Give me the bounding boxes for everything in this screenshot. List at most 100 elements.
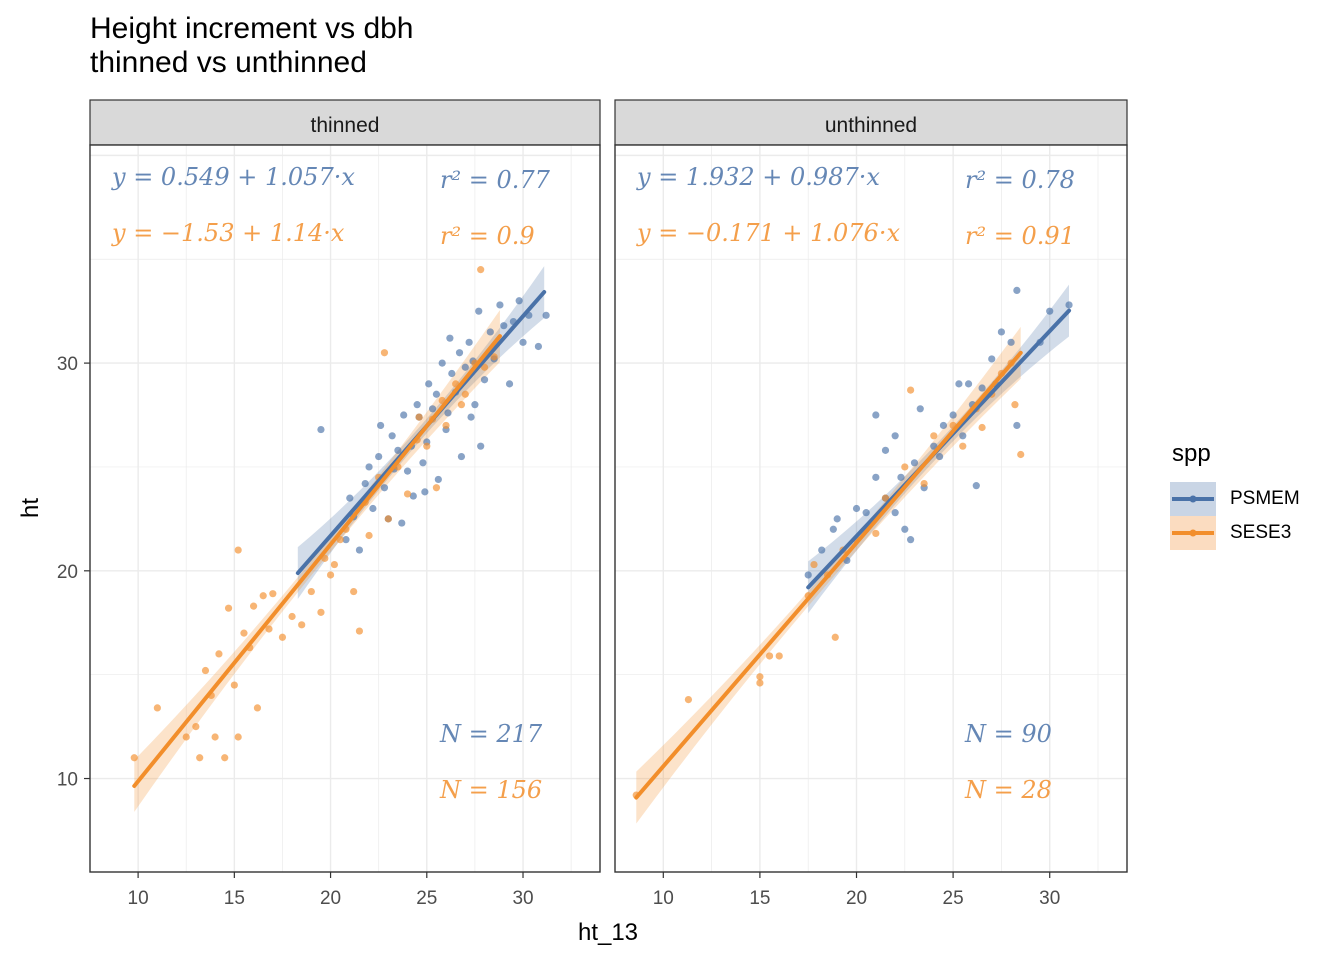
data-point-psmem xyxy=(421,488,429,496)
y-tick-label: 30 xyxy=(57,354,78,375)
data-point-sese3 xyxy=(765,652,774,660)
data-point-psmem xyxy=(471,401,479,409)
data-point-sese3 xyxy=(380,349,389,357)
data-point-sese3 xyxy=(330,560,339,569)
data-point-sese3 xyxy=(249,602,258,610)
strip-label-thinned: thinned xyxy=(311,114,380,137)
legend-point-sese3 xyxy=(1189,529,1197,537)
r2-label-sese3: r² = 0.9 xyxy=(440,222,535,250)
data-point-sese3 xyxy=(810,560,818,569)
data-point-sese3 xyxy=(480,363,489,371)
data-point-psmem xyxy=(872,411,880,419)
x-tick-label: 30 xyxy=(1039,888,1060,909)
data-point-psmem xyxy=(939,421,948,430)
data-point-psmem xyxy=(428,405,437,413)
data-point-sese3 xyxy=(278,633,287,641)
data-point-psmem xyxy=(446,334,454,342)
data-point-sese3 xyxy=(432,484,441,492)
data-point-psmem xyxy=(438,359,446,367)
y-tick-label: 20 xyxy=(57,562,78,583)
data-point-psmem xyxy=(403,467,412,475)
data-point-sese3 xyxy=(1011,401,1019,409)
data-point-psmem xyxy=(872,473,880,481)
legend: spp PSMEM SESE3 xyxy=(1170,440,1300,550)
data-point-sese3 xyxy=(831,633,839,641)
data-point-psmem xyxy=(505,380,514,388)
data-point-psmem xyxy=(461,363,469,371)
data-point-sese3 xyxy=(775,652,783,660)
data-point-psmem xyxy=(448,369,456,378)
data-point-sese3 xyxy=(684,695,693,704)
data-point-psmem xyxy=(881,446,890,454)
legend-key-psmem xyxy=(1170,482,1216,516)
data-point-sese3 xyxy=(234,733,242,741)
data-point-psmem xyxy=(833,515,841,523)
data-point-sese3 xyxy=(153,704,161,712)
equation-label-psmem: y = 1.932 + 0.987·x xyxy=(636,163,880,191)
data-point-psmem xyxy=(930,442,938,450)
legend-item-sese3: SESE3 xyxy=(1170,516,1300,550)
data-point-psmem xyxy=(432,390,441,398)
legend-key-sese3 xyxy=(1170,516,1216,550)
data-point-sese3 xyxy=(355,627,364,635)
x-tick-label: 25 xyxy=(416,888,437,909)
fit-line-sese3 xyxy=(634,350,1023,800)
data-point-sese3 xyxy=(756,673,764,681)
panel-background xyxy=(90,145,600,872)
data-point-sese3 xyxy=(477,266,485,274)
data-point-sese3 xyxy=(288,612,296,621)
data-point-psmem xyxy=(457,452,466,461)
data-point-sese3 xyxy=(881,494,890,502)
data-point-psmem xyxy=(515,297,523,305)
data-point-sese3 xyxy=(442,421,450,430)
data-point-sese3 xyxy=(269,590,277,598)
data-point-psmem xyxy=(542,311,550,319)
data-point-psmem xyxy=(355,546,364,554)
data-point-sese3 xyxy=(350,587,358,596)
r2-label-sese3: r² = 0.91 xyxy=(965,222,1075,250)
data-point-psmem xyxy=(972,482,980,490)
data-point-psmem xyxy=(361,479,369,488)
x-axis-title: ht_13 xyxy=(578,919,638,946)
data-point-psmem xyxy=(419,459,427,467)
data-point-psmem xyxy=(916,405,924,413)
data-point-sese3 xyxy=(221,754,229,762)
data-point-sese3 xyxy=(959,442,967,450)
data-point-psmem xyxy=(434,475,442,484)
legend-label-sese3: SESE3 xyxy=(1230,522,1292,543)
x-tick-label: 25 xyxy=(943,888,964,909)
chart-title: Height increment vs dbh thinned vs unthi… xyxy=(90,12,414,80)
data-point-psmem xyxy=(477,442,485,450)
data-point-psmem xyxy=(467,413,475,421)
equation-label-psmem: y = 0.549 + 1.057·x xyxy=(111,163,355,191)
data-point-psmem xyxy=(818,546,826,554)
data-point-sese3 xyxy=(192,723,200,731)
data-point-psmem xyxy=(394,446,402,454)
data-point-psmem xyxy=(959,432,967,440)
data-point-psmem xyxy=(910,459,919,467)
data-point-psmem xyxy=(380,484,389,492)
data-point-sese3 xyxy=(298,621,306,629)
data-point-psmem xyxy=(907,536,915,544)
data-point-sese3 xyxy=(490,353,498,361)
strip-unthinned xyxy=(614,99,1128,146)
data-point-sese3 xyxy=(259,592,267,600)
data-point-sese3 xyxy=(978,423,986,432)
equation-label-sese3: y = −0.171 + 1.076·x xyxy=(636,219,900,247)
data-point-psmem xyxy=(365,463,373,471)
x-tick-label: 10 xyxy=(128,888,149,909)
r2-label-psmem: r² = 0.77 xyxy=(440,166,551,194)
data-point-sese3 xyxy=(234,546,242,554)
x-tick-label: 20 xyxy=(320,888,341,909)
data-point-psmem xyxy=(1065,301,1073,309)
equation-label-sese3: y = −1.53 + 1.14·x xyxy=(111,219,345,247)
data-point-psmem xyxy=(1007,338,1015,346)
data-point-psmem xyxy=(852,504,861,513)
strip-label-unthinned: unthinned xyxy=(825,114,917,137)
data-point-sese3 xyxy=(872,529,880,538)
data-point-psmem xyxy=(997,328,1006,336)
data-point-sese3 xyxy=(307,587,315,596)
data-point-psmem xyxy=(444,409,452,417)
legend-item-psmem: PSMEM xyxy=(1170,482,1300,516)
